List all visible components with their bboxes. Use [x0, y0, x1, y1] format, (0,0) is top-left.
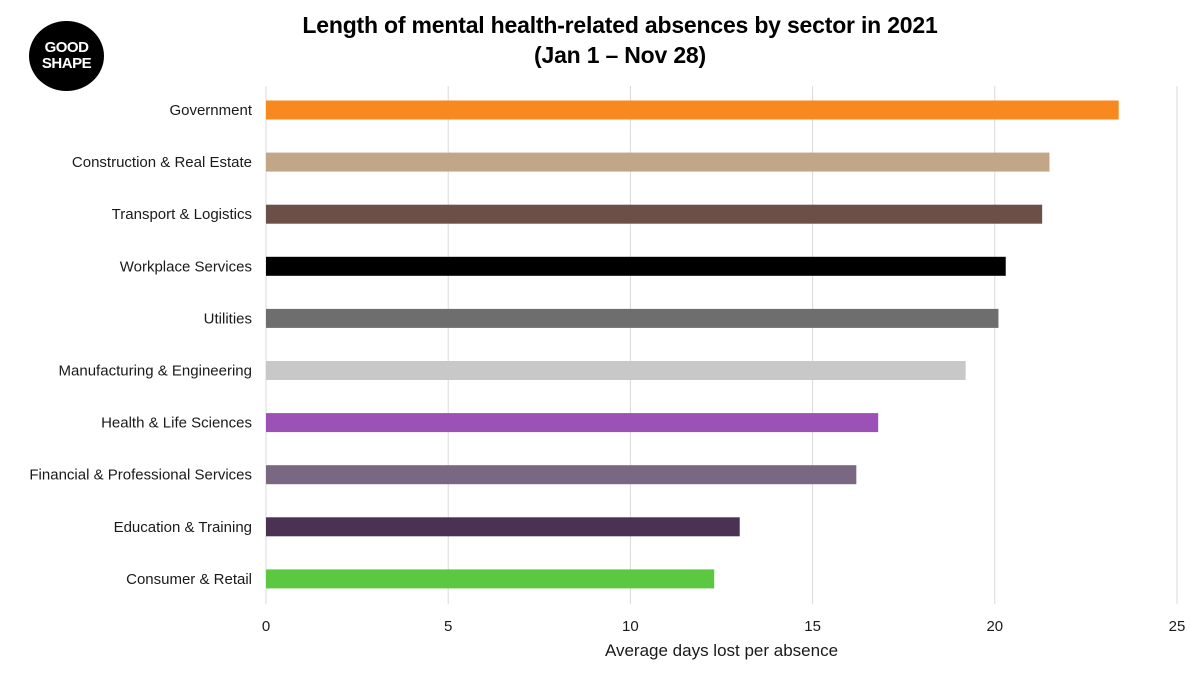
x-axis-title: Average days lost per absence	[605, 641, 838, 660]
bar	[266, 465, 857, 485]
bar	[266, 152, 1050, 172]
bar	[266, 256, 1006, 276]
bar	[266, 100, 1119, 120]
bar	[266, 517, 740, 537]
x-tick-label: 5	[444, 618, 452, 635]
logo-line1: GOOD	[44, 39, 89, 56]
category-label: Health & Life Sciences	[101, 415, 252, 432]
category-label: Education & Training	[114, 519, 252, 536]
category-label: Workplace Services	[120, 258, 252, 275]
logo-line2: SHAPE	[41, 55, 92, 72]
bar	[266, 413, 879, 433]
bar	[266, 361, 966, 380]
category-label: Utilities	[204, 310, 252, 327]
category-label: Transport & Logistics	[112, 206, 252, 223]
bar	[266, 569, 715, 589]
chart-title-line2: (Jan 1 – Nov 28)	[534, 42, 706, 68]
category-labels: Government Construction & Real Estate Tran…	[29, 102, 252, 588]
tick-labels: 0 5 10 15 20 25	[262, 618, 1186, 635]
x-tick-label: 10	[622, 618, 639, 635]
category-label: Government	[169, 102, 252, 119]
x-tick-label: 20	[986, 618, 1003, 635]
category-label: Construction & Real Estate	[72, 154, 252, 171]
chart-title: Length of mental health-related absences…	[150, 10, 1090, 70]
x-tick-label: 25	[1169, 618, 1186, 635]
category-label: Financial & Professional Services	[29, 467, 252, 484]
x-tick-label: 15	[804, 618, 821, 635]
bar	[266, 308, 999, 328]
category-label: Consumer & Retail	[126, 571, 252, 588]
bar	[266, 204, 1043, 224]
chart-title-line1: Length of mental health-related absences…	[302, 12, 938, 38]
x-tick-label: 0	[262, 618, 270, 635]
bars	[266, 100, 1119, 589]
category-label: Manufacturing & Engineering	[59, 363, 252, 380]
good-shape-logo: GOOD SHAPE	[29, 21, 104, 91]
